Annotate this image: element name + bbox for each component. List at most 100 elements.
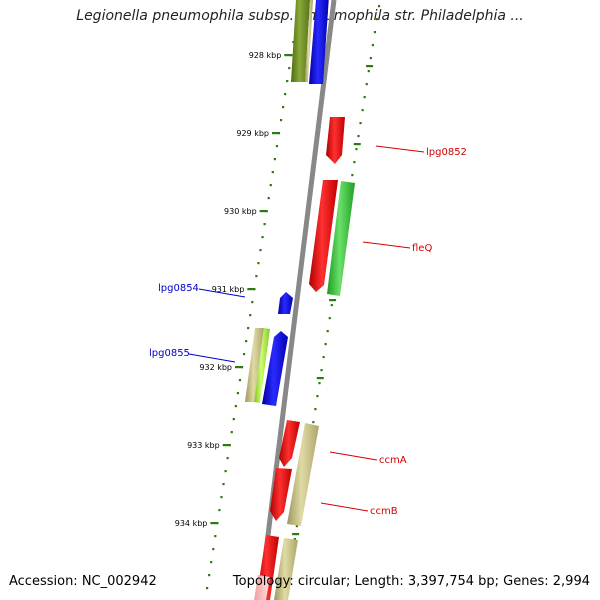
scale-label: 928 kbp: [249, 51, 282, 60]
scale-tick: [351, 174, 354, 177]
gene-label-lpg0854[interactable]: lpg0854: [158, 283, 199, 294]
scale-tick: [357, 135, 360, 138]
scale-tick: [249, 314, 252, 317]
scale-label: 932 kbp: [199, 363, 232, 372]
scale-tick: [375, 18, 379, 21]
scale-tick: [330, 304, 333, 307]
scale-tick: [328, 317, 331, 320]
gene-olive-top[interactable]: [291, 0, 310, 82]
scale-tick: [353, 161, 356, 164]
gene-lpg0855[interactable]: [262, 331, 288, 406]
gene-khaki-lpg0855[interactable]: [245, 328, 264, 402]
scale-tick: [205, 587, 209, 590]
gene-label-lpg0855[interactable]: lpg0855: [149, 348, 190, 359]
scale-tick: [210, 561, 213, 564]
scale-tick: [257, 262, 260, 265]
scale-tick: [312, 421, 315, 424]
scale-tick: [212, 548, 215, 551]
gene-khaki-ccma[interactable]: [287, 423, 319, 526]
scale-tick: [251, 301, 254, 304]
scale-tick: [271, 132, 280, 135]
gene-khaki-top[interactable]: [305, 0, 313, 82]
gene-khaki-bottom[interactable]: [274, 538, 298, 600]
scale-tick: [261, 236, 264, 239]
scale-tick: [284, 54, 293, 57]
scale-label: 930 kbp: [224, 207, 257, 216]
scale-tick: [208, 574, 211, 577]
scale-tick: [366, 65, 374, 68]
scale-tick: [284, 93, 287, 96]
scale-tick: [273, 158, 276, 161]
scale-tick: [288, 67, 291, 70]
scale-tick: [245, 340, 248, 343]
scale-tick: [255, 275, 258, 278]
scale-tick: [269, 184, 272, 187]
scale-tick: [314, 408, 317, 411]
scale-tick: [259, 249, 262, 252]
scale-tick: [247, 327, 250, 330]
scale-tick: [275, 145, 279, 148]
scale-tick: [377, 5, 381, 8]
scale-label: 934 kbp: [175, 519, 208, 528]
gene-pink-bottom[interactable]: [254, 575, 270, 600]
scale-tick: [318, 382, 321, 385]
scale-tick: [210, 522, 219, 525]
scale-tick: [271, 171, 274, 174]
scale-tick: [226, 457, 229, 460]
gene-fleq-red[interactable]: [309, 180, 338, 292]
gene-label-ccmb[interactable]: ccmB: [370, 506, 398, 517]
scale-tick: [367, 70, 370, 73]
scale-tick: [373, 31, 377, 34]
gene-lpg0854[interactable]: [278, 292, 293, 314]
scale-tick: [218, 509, 221, 512]
gene-lpg0852[interactable]: [326, 117, 345, 164]
scale-tick: [293, 538, 296, 541]
gene-label-ccma[interactable]: ccmA: [379, 455, 407, 466]
scale-tick: [235, 366, 244, 369]
gene-features: [245, 0, 355, 600]
scale-tick: [286, 80, 289, 83]
scale-tick: [316, 395, 319, 398]
scale-tick: [263, 223, 266, 226]
scale-tick: [322, 356, 325, 359]
scale-tick: [365, 83, 368, 86]
scale-label: 931 kbp: [212, 285, 245, 294]
gene-ccmb[interactable]: [270, 468, 292, 521]
gene-lime-lpg0855[interactable]: [254, 328, 270, 403]
scale-tick: [363, 96, 366, 99]
scale-tick: [326, 330, 329, 333]
scale-tick: [353, 143, 361, 146]
scale-tick: [292, 41, 295, 44]
scale-tick: [316, 377, 324, 380]
accession-text: Accession: NC_002942: [9, 574, 157, 589]
scale-tick: [324, 343, 327, 346]
scale-label: 929 kbp: [236, 129, 269, 138]
scale-tick: [232, 418, 235, 421]
scale-tick: [292, 533, 300, 536]
scale-tick: [236, 392, 240, 395]
scale-tick: [267, 197, 270, 200]
scale-labels: 928 kbp 929 kbp 930 kbp 931 kbp 932 kbp 933 k…: [175, 51, 282, 528]
gene-label-group: lpg0852 fleQ lpg0854 lpg0855 ccmA ccmB: [149, 145, 467, 517]
scale-tick: [234, 405, 237, 408]
scale-tick: [281, 106, 285, 109]
scale-tick: [220, 496, 223, 499]
scale-tick: [295, 525, 298, 528]
scale-tick: [230, 431, 233, 434]
scale-label: 933 kbp: [187, 441, 220, 450]
scale-tick: [224, 470, 227, 473]
gene-ccma[interactable]: [279, 420, 300, 467]
scale-tick: [242, 353, 246, 356]
gene-label-fleq[interactable]: fleQ: [412, 243, 432, 254]
scale-tick: [222, 444, 231, 447]
genome-summary-text: Topology: circular; Length: 3,397,754 bp…: [232, 574, 590, 589]
scale-tick: [371, 44, 374, 47]
scale-tick: [259, 210, 268, 213]
scale-tick: [355, 148, 358, 151]
scale-tick: [279, 119, 283, 122]
gene-fleq-green[interactable]: [327, 181, 355, 296]
scale-tick: [361, 109, 364, 112]
gene-blue-top[interactable]: [309, 0, 329, 84]
gene-label-lpg0852[interactable]: lpg0852: [426, 147, 467, 158]
